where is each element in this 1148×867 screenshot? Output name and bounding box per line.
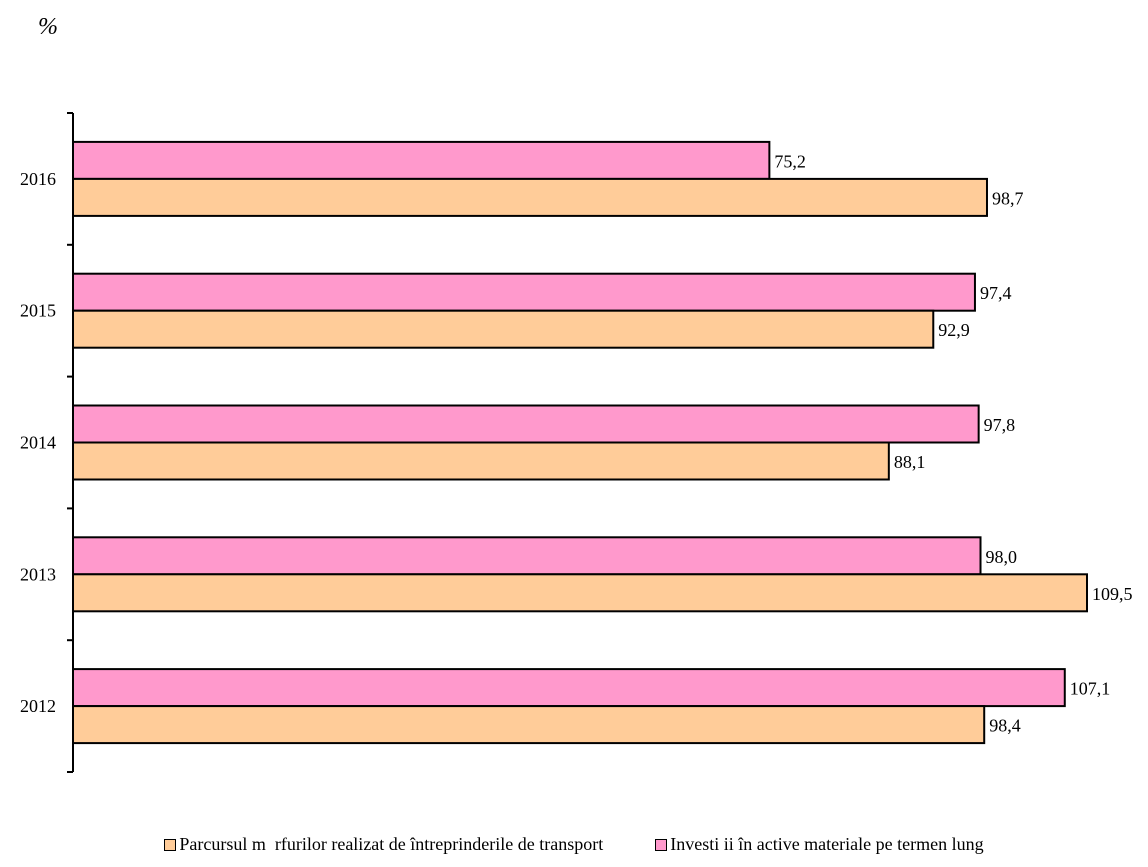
legend-swatch [655, 838, 668, 851]
bar-chart: 2016 75,2 98,7 2015 97,4 92,9 2014 97,8 88,1 2013… [20, 112, 1133, 773]
data-label: 92,9 [938, 320, 970, 340]
data-label: 97,8 [984, 415, 1016, 435]
legend-swatch [164, 838, 177, 851]
data-label: 98,4 [989, 716, 1021, 736]
category-label: 2012 [20, 696, 56, 716]
data-label: 88,1 [894, 452, 926, 472]
bar [72, 536, 982, 576]
bar [72, 404, 980, 444]
data-label: 98,7 [992, 188, 1024, 208]
unit-label: % [38, 14, 58, 40]
data-label: 75,2 [774, 151, 806, 171]
bar [72, 441, 890, 481]
legend-label: Investi ii în active materiale pe termen… [670, 834, 984, 854]
bar [72, 177, 988, 217]
category-label: 2015 [20, 301, 56, 321]
data-label: 107,1 [1070, 679, 1111, 699]
category-label: 2014 [20, 433, 56, 453]
bar [72, 668, 1066, 708]
data-label: 98,0 [986, 547, 1018, 567]
legend: Parcursul m rfurilor realizat de întrepr… [0, 834, 1148, 855]
legend-label: Parcursul m rfurilor realizat de întrepr… [179, 834, 604, 854]
data-label: 109,5 [1092, 584, 1133, 604]
bar [72, 309, 935, 349]
data-label: 97,4 [980, 283, 1012, 303]
legend-item: Investi ii în active materiale pe termen… [655, 834, 984, 855]
bar [72, 705, 986, 745]
category-label: 2016 [20, 169, 56, 189]
bar [72, 272, 976, 312]
bar [72, 573, 1088, 613]
category-label: 2013 [20, 564, 56, 584]
bar [72, 140, 771, 180]
legend-item: Parcursul m rfurilor realizat de întrepr… [164, 834, 603, 855]
